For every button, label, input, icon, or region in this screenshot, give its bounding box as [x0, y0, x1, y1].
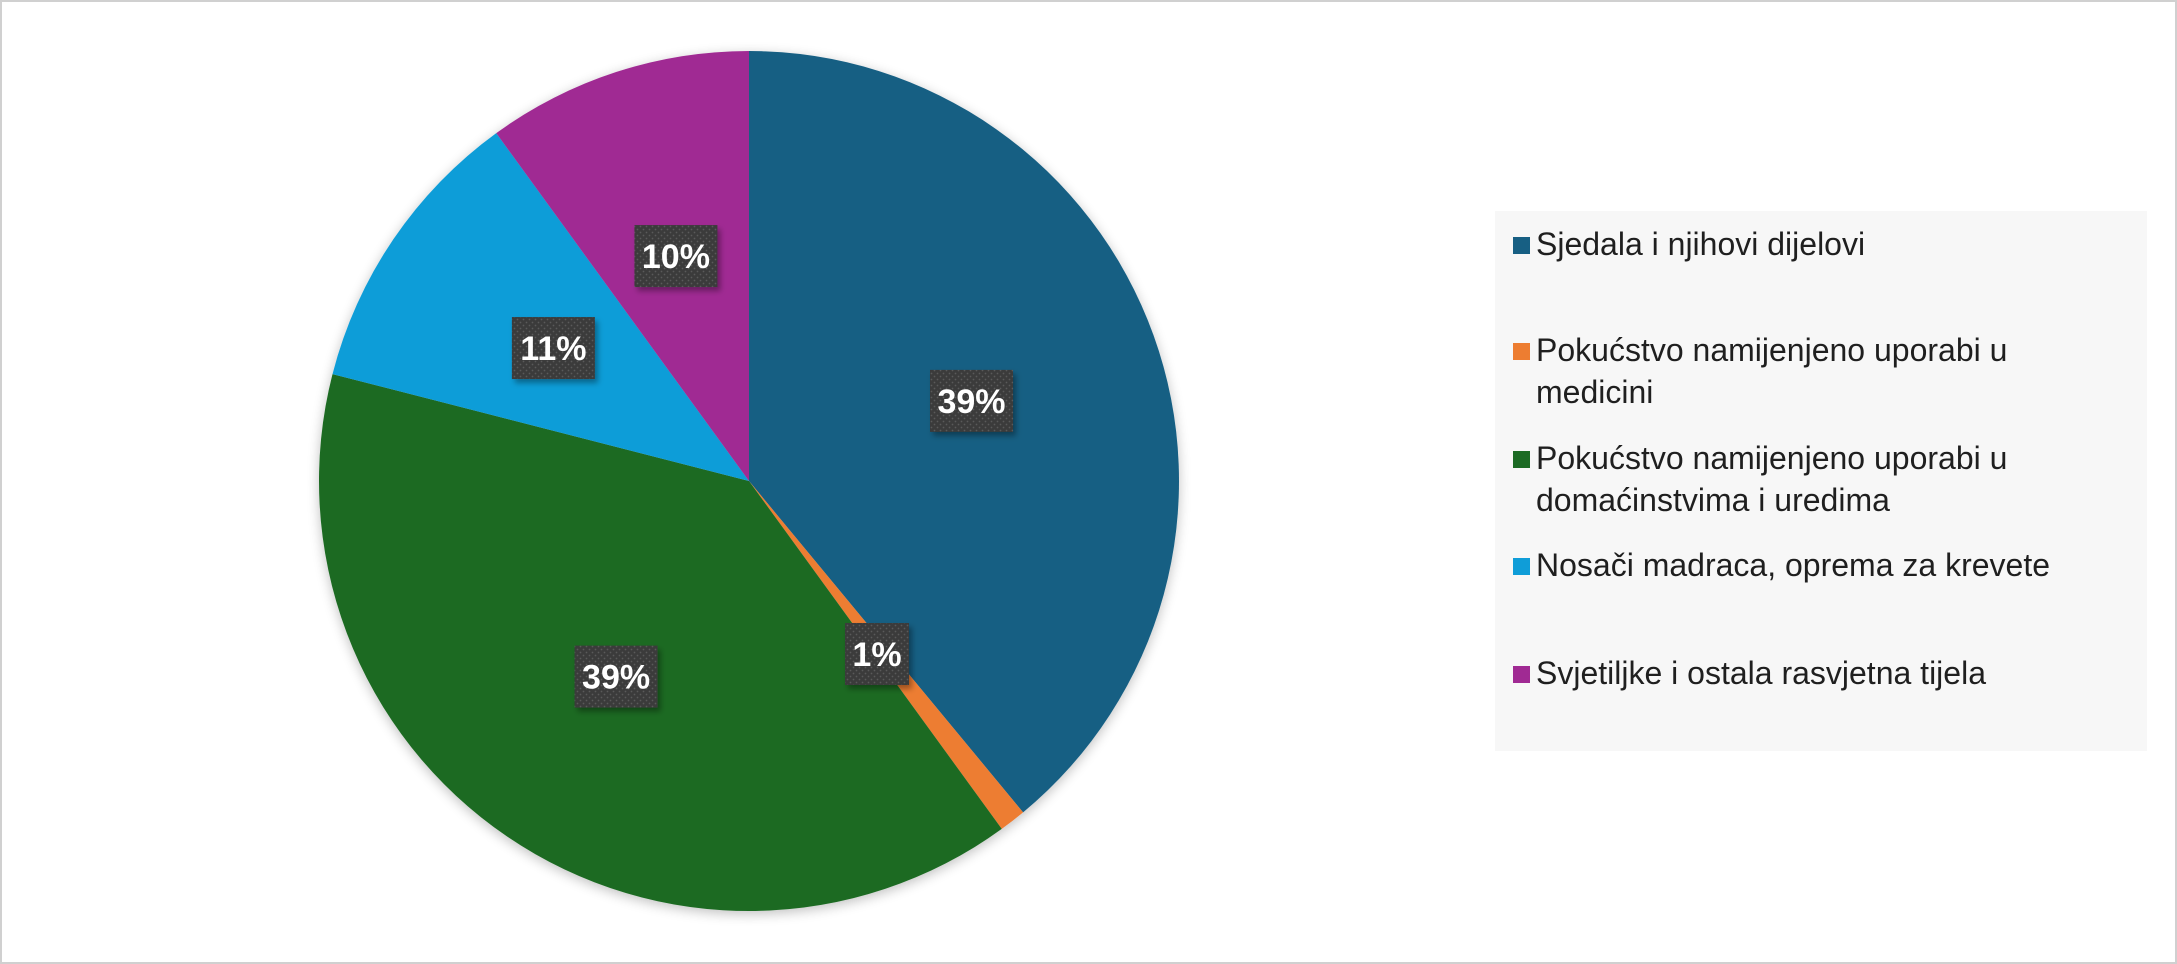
legend-item-sjedala: Sjedala i njihovi dijelovi [1513, 223, 2133, 265]
legend-swatch [1513, 343, 1530, 360]
data-label-domacinstva: 39% [574, 645, 658, 708]
legend-swatch [1513, 451, 1530, 468]
legend: Sjedala i njihovi dijelovi Pokućstvo nam… [1495, 211, 2147, 751]
data-label-sjedala: 39% [930, 369, 1014, 432]
legend-swatch [1513, 558, 1530, 575]
legend-label: Sjedala i njihovi dijelovi [1536, 226, 1866, 262]
legend-item-medicina: Pokućstvo namijenjeno uporabi u medicini [1513, 329, 2133, 413]
data-label-box [930, 369, 1014, 432]
data-label-text: 39% [937, 383, 1005, 421]
slice-domacinstva [319, 374, 1002, 912]
legend-item-svjetiljke: Svjetiljke i ostala rasvjetna tijela [1513, 652, 2133, 694]
data-label-box [845, 623, 909, 685]
data-label-text: 11% [520, 330, 586, 368]
data-label-box [511, 317, 595, 380]
legend-label: Pokućstvo namijenjeno uporabi u medicini [1536, 332, 2008, 410]
slice-svjetiljke [496, 51, 749, 481]
legend-item-domacinstva: Pokućstvo namijenjeno uporabi u domaćins… [1513, 437, 2133, 521]
data-label-text: 1% [852, 636, 901, 674]
legend-label: Pokućstvo namijenjeno uporabi u domaćins… [1536, 440, 2008, 518]
data-label-box [574, 645, 658, 708]
legend-label: Nosači madraca, oprema za krevete [1536, 547, 2050, 583]
slice-nosaci [332, 133, 749, 482]
legend-swatch [1513, 237, 1530, 254]
data-label-text: 10% [642, 238, 710, 276]
data-label-box [634, 225, 718, 288]
legend-swatch [1513, 666, 1530, 683]
legend-item-nosaci: Nosači madraca, oprema za krevete [1513, 544, 2133, 586]
data-label-nosaci: 11% [511, 317, 595, 380]
data-label-medicina: 1% [845, 623, 909, 685]
legend-label: Svjetiljke i ostala rasvjetna tijela [1536, 655, 1986, 691]
data-label-svjetiljke: 10% [634, 225, 718, 288]
data-label-text: 39% [582, 659, 650, 697]
